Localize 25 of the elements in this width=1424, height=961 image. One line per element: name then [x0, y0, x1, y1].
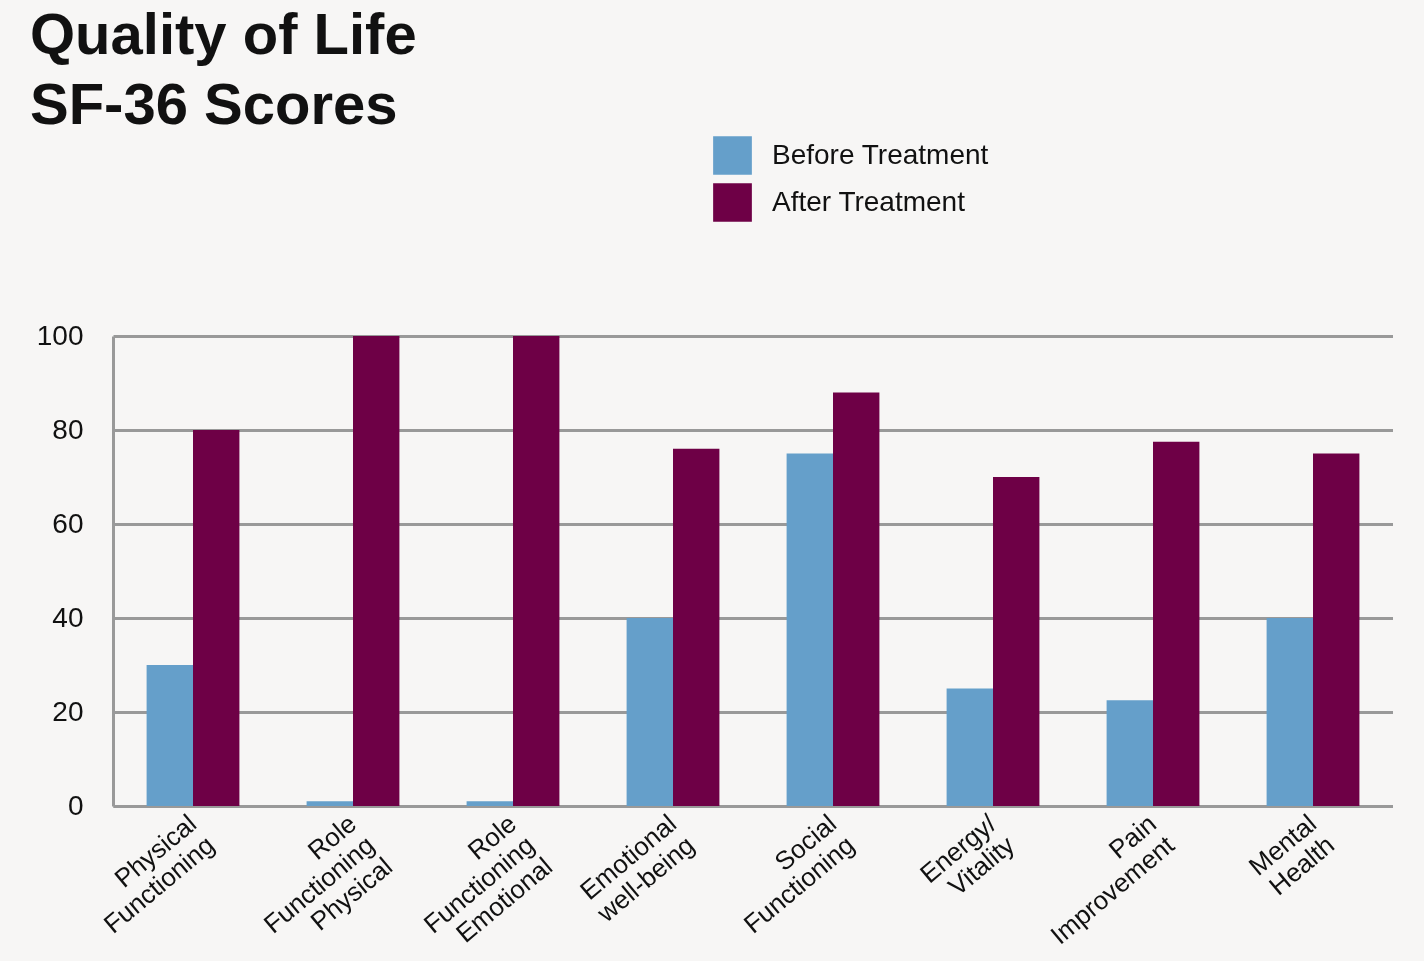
bar [466, 801, 513, 806]
chart-title: Quality of Life SF-36 Scores [30, 1, 417, 136]
bar [993, 477, 1040, 806]
bar [1313, 453, 1360, 806]
bar [786, 453, 833, 806]
bar [946, 688, 993, 806]
bar [673, 448, 720, 806]
bar [193, 430, 240, 806]
bar [1153, 441, 1200, 806]
bar [1266, 618, 1313, 806]
bar [513, 336, 560, 806]
bar [626, 618, 673, 806]
y-tick-label: 100 [36, 319, 84, 351]
y-tick-label: 60 [52, 507, 84, 539]
y-tick-label: 80 [52, 413, 84, 445]
legend-label: After Treatment [772, 185, 966, 217]
bar [146, 665, 193, 806]
bar [1106, 700, 1153, 806]
bar [833, 392, 880, 806]
bar [306, 801, 353, 806]
legend-label: Before Treatment [772, 138, 989, 170]
y-tick-label: 0 [67, 789, 84, 821]
y-tick-label: 20 [52, 695, 84, 727]
y-tick-label: 40 [52, 601, 84, 633]
bar [353, 336, 400, 806]
